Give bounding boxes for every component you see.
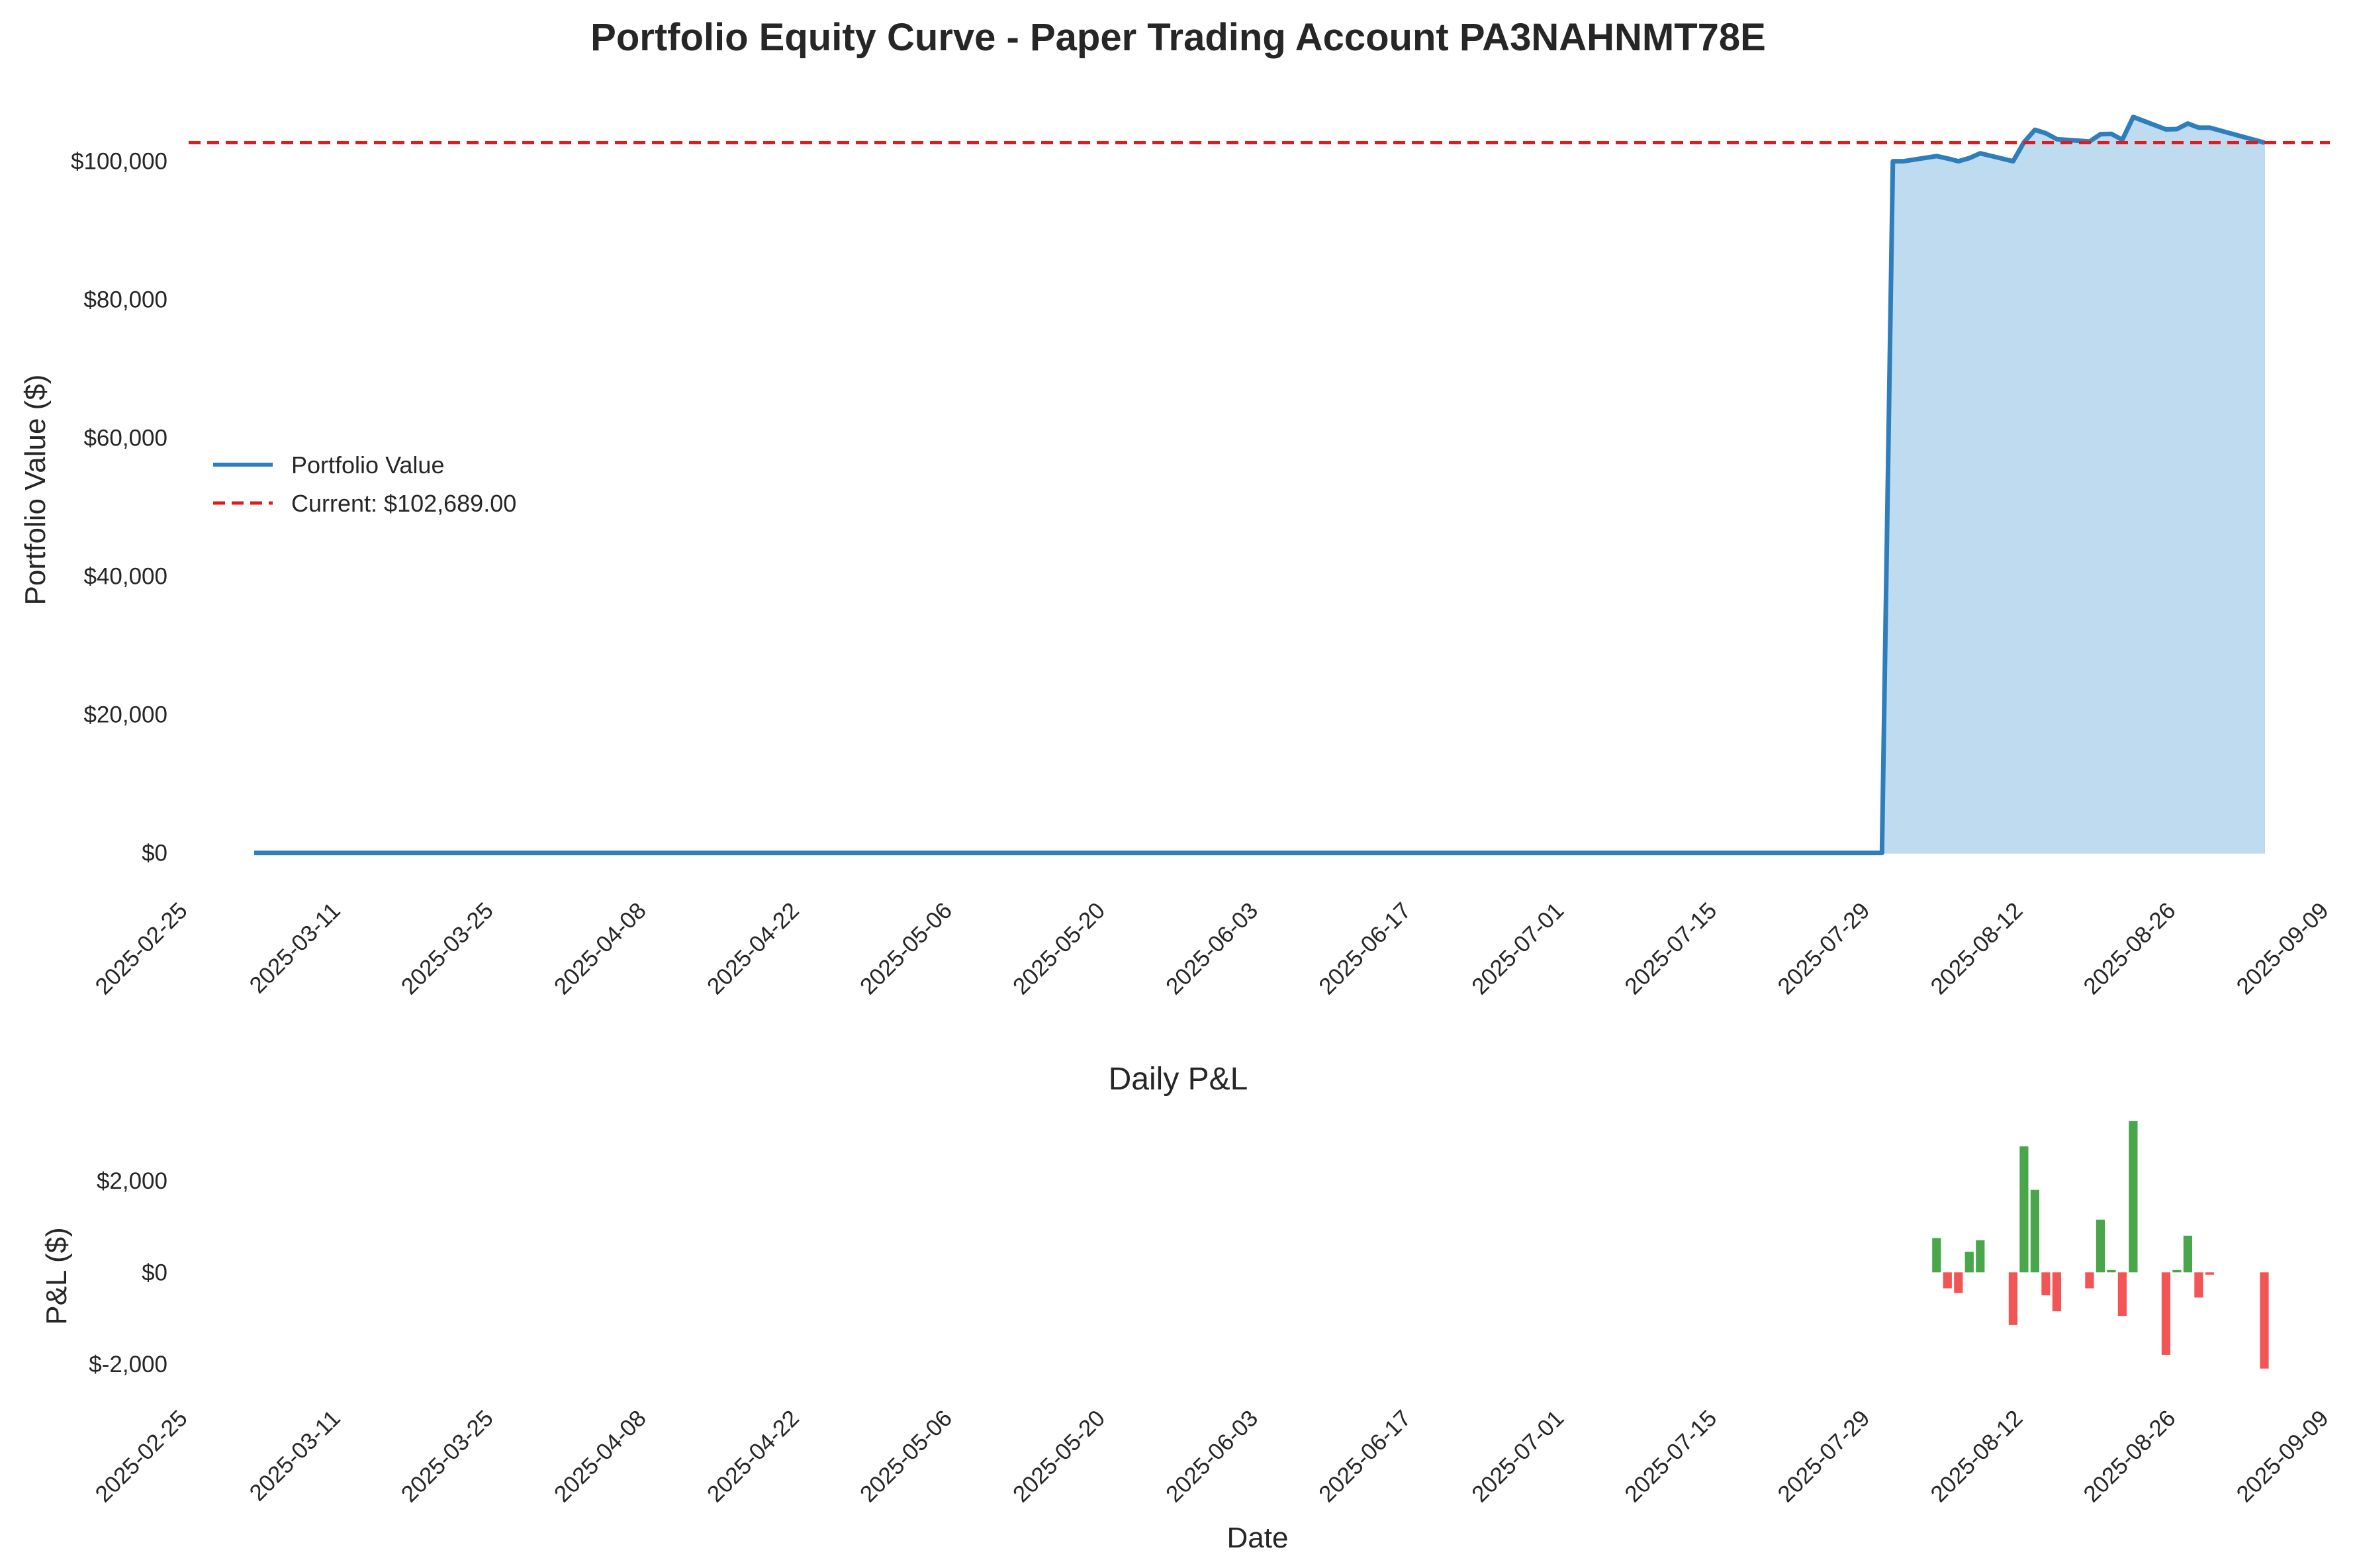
daily-pnl-x-ticks: 2025-02-25 2025-03-11 2025-03-25 2025-04-08… [90,1405,2333,1507]
daily-pnl-x-tick-label: 2025-06-17 [1314,1405,1416,1507]
daily-pnl-y-ticks: $-2,000 $0 $2,000 [89,1168,167,1377]
daily-pnl-bar [2194,1272,2203,1298]
daily-pnl-bar [2183,1235,2192,1273]
equity-y-tick-label: $100,000 [71,149,167,175]
daily-pnl-title: Daily P&L [1109,1062,1248,1097]
daily-pnl-x-tick-label: 2025-02-25 [90,1405,192,1507]
daily-pnl-x-tick-label: 2025-07-01 [1467,1405,1569,1507]
daily-pnl-x-tick-label: 2025-07-29 [1773,1405,1874,1507]
daily-pnl-y-tick-label: $0 [142,1260,167,1285]
daily-pnl-y-tick-label: $2,000 [97,1168,167,1194]
equity-y-ticks: $0 $20,000 $40,000 $60,000 $80,000 $100,000 [71,149,167,866]
equity-x-tick-label: 2025-09-09 [2231,898,2333,999]
daily-pnl-x-tick-label: 2025-09-09 [2231,1405,2333,1507]
equity-x-ticks: 2025-02-25 2025-03-11 2025-03-25 2025-04-08… [90,898,2333,999]
daily-pnl-x-tick-label: 2025-03-11 [244,1405,345,1506]
equity-x-tick-label: 2025-06-17 [1314,898,1416,999]
daily-pnl-y-axis-label: P&L ($) [40,1227,73,1325]
equity-y-tick-label: $0 [142,841,167,866]
daily-pnl-chart: Daily P&L P&L ($) Date $-2,000 $0 $2,000 2… [40,1062,2334,1554]
equity-area-fill [1881,116,2265,854]
daily-pnl-bar [1964,1252,1974,1273]
equity-x-tick-label: 2025-05-20 [1008,898,1110,999]
equity-x-tick-label: 2025-02-25 [90,898,192,999]
daily-pnl-y-tick-label: $-2,000 [89,1352,167,1377]
daily-pnl-x-tick-label: 2025-05-20 [1008,1405,1110,1507]
daily-pnl-x-axis-label: Date [1227,1522,1289,1554]
equity-x-tick-label: 2025-07-29 [1773,898,1874,999]
equity-legend: Portfolio Value Current: $102,689.00 [213,451,516,517]
equity-area-layer [1881,116,2265,854]
equity-y-tick-label: $40,000 [83,564,167,590]
daily-pnl-bar [2008,1272,2017,1325]
daily-pnl-x-tick-label: 2025-08-12 [1925,1405,2027,1507]
equity-x-tick-label: 2025-07-15 [1620,898,1722,999]
equity-x-tick-label: 2025-04-08 [549,898,651,999]
daily-pnl-bar [2085,1272,2094,1289]
daily-pnl-x-tick-label: 2025-07-15 [1620,1405,1722,1507]
equity-x-tick-label: 2025-08-26 [2078,898,2180,999]
daily-pnl-bar [2030,1189,2039,1273]
equity-y-tick-label: $20,000 [83,702,167,728]
equity-x-tick-label: 2025-03-11 [244,898,345,998]
daily-pnl-bars [1932,1121,2269,1369]
daily-pnl-x-tick-label: 2025-04-22 [702,1405,804,1507]
equity-x-tick-label: 2025-06-03 [1161,898,1263,999]
daily-pnl-x-tick-label: 2025-08-26 [2078,1405,2180,1507]
daily-pnl-bar [2260,1272,2269,1369]
equity-x-tick-label: 2025-05-06 [855,898,957,999]
daily-pnl-bar [2117,1272,2127,1316]
daily-pnl-x-tick-label: 2025-06-03 [1161,1405,1263,1507]
daily-pnl-x-tick-label: 2025-04-08 [549,1405,651,1507]
equity-x-tick-label: 2025-03-25 [396,898,498,999]
equity-chart-title: Portfolio Equity Curve - Paper Trading A… [590,16,1766,59]
daily-pnl-bar [2019,1146,2029,1273]
daily-pnl-bar [1976,1240,1985,1273]
equity-line-layer [254,115,2265,856]
equity-y-tick-label: $80,000 [83,287,167,313]
daily-pnl-x-tick-label: 2025-03-25 [396,1405,498,1507]
daily-pnl-bar [2096,1219,2105,1273]
daily-pnl-bar [2129,1121,2138,1273]
daily-pnl-bar [1932,1238,1941,1273]
daily-pnl-x-tick-label: 2025-05-06 [855,1405,957,1507]
equity-x-tick-label: 2025-04-22 [702,898,804,999]
daily-pnl-bar [2041,1272,2051,1295]
legend-label-portfolio-value: Portfolio Value [291,451,444,479]
daily-pnl-bar [2052,1272,2061,1312]
equity-x-tick-label: 2025-07-01 [1467,898,1569,999]
daily-pnl-bar [2172,1269,2182,1273]
daily-pnl-bar [2161,1272,2170,1355]
daily-pnl-bar [2205,1272,2214,1275]
daily-pnl-bar [2107,1269,2116,1273]
legend-label-current-value: Current: $102,689.00 [291,490,516,517]
equity-y-tick-label: $60,000 [83,426,167,451]
equity-x-tick-label: 2025-08-12 [1925,898,2027,999]
daily-pnl-bar [1943,1272,1952,1289]
equity-chart: Portfolio Equity Curve - Paper Trading A… [19,16,2334,999]
equity-y-axis-label: Portfolio Value ($) [19,375,52,606]
daily-pnl-bar [1954,1272,1963,1293]
